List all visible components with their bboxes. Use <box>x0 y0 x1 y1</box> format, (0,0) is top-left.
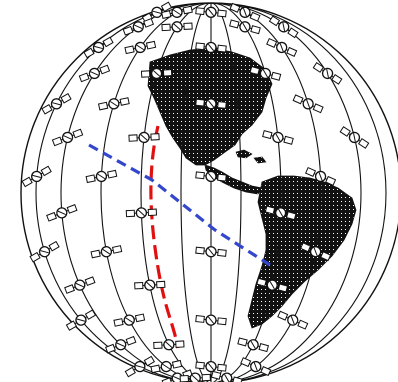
satellites <box>21 1 370 382</box>
south-america-landmass <box>247 175 357 329</box>
satellite-icon <box>249 66 282 81</box>
satellite-icon <box>292 94 324 114</box>
satellite-icon <box>65 309 97 331</box>
satellite-icon <box>268 15 299 39</box>
satellite-icon <box>97 97 130 111</box>
satellite-icon <box>78 64 111 83</box>
satellite-icon <box>195 41 227 54</box>
satellite-icon <box>195 6 227 18</box>
satellite-icon <box>161 5 193 19</box>
satellite-icon <box>150 359 183 374</box>
satellite-icon <box>195 360 227 373</box>
links <box>88 125 271 349</box>
satellite-icon <box>113 313 146 327</box>
satellite-icon <box>90 245 123 259</box>
satellite-icon <box>141 1 173 24</box>
satellite-icon <box>195 246 227 258</box>
satellite-icon <box>41 93 72 115</box>
satellite-icon <box>277 310 309 330</box>
satellite-icon <box>266 37 298 57</box>
red-inter-satellite-link <box>149 125 180 349</box>
satellite-icon <box>264 205 297 221</box>
blue-ground-satellite-link <box>88 143 271 267</box>
satellite-icon <box>124 40 157 55</box>
satellite-icon <box>46 204 78 222</box>
satellite-icon <box>304 166 337 186</box>
satellite-icon <box>195 170 227 183</box>
satellite-icon <box>237 337 270 353</box>
satellite-icon <box>179 372 211 382</box>
caribbean-islands <box>235 149 267 164</box>
satellite-icon <box>300 242 332 262</box>
satellite-icon <box>262 130 294 145</box>
satellite-icon <box>140 67 173 80</box>
satellite-icon <box>195 314 227 326</box>
satellite-icon <box>105 335 137 354</box>
satellite-icon <box>29 240 60 263</box>
satellite-icon <box>339 126 370 149</box>
satellite-icon <box>240 357 272 377</box>
satellite-icon <box>256 277 289 293</box>
satellite-icon <box>153 339 185 351</box>
satellite-icon <box>85 169 118 184</box>
satellite-icon <box>21 165 52 188</box>
satellite-icon <box>134 279 166 291</box>
satellite-icon <box>229 2 261 22</box>
satellite-icon <box>128 131 160 144</box>
satellite-icon <box>312 62 343 85</box>
satellite-icon <box>161 21 193 33</box>
satellite-icon <box>51 128 84 147</box>
satellite-icon <box>122 18 155 36</box>
satellite-icon <box>210 370 243 382</box>
continents <box>147 47 357 329</box>
satellite-icon <box>64 276 96 294</box>
satellite-icon <box>125 207 158 219</box>
satellite-icon <box>229 19 261 35</box>
satellite-icon <box>195 98 227 110</box>
satellite-icon <box>83 36 114 59</box>
satellite-icon <box>124 355 155 378</box>
